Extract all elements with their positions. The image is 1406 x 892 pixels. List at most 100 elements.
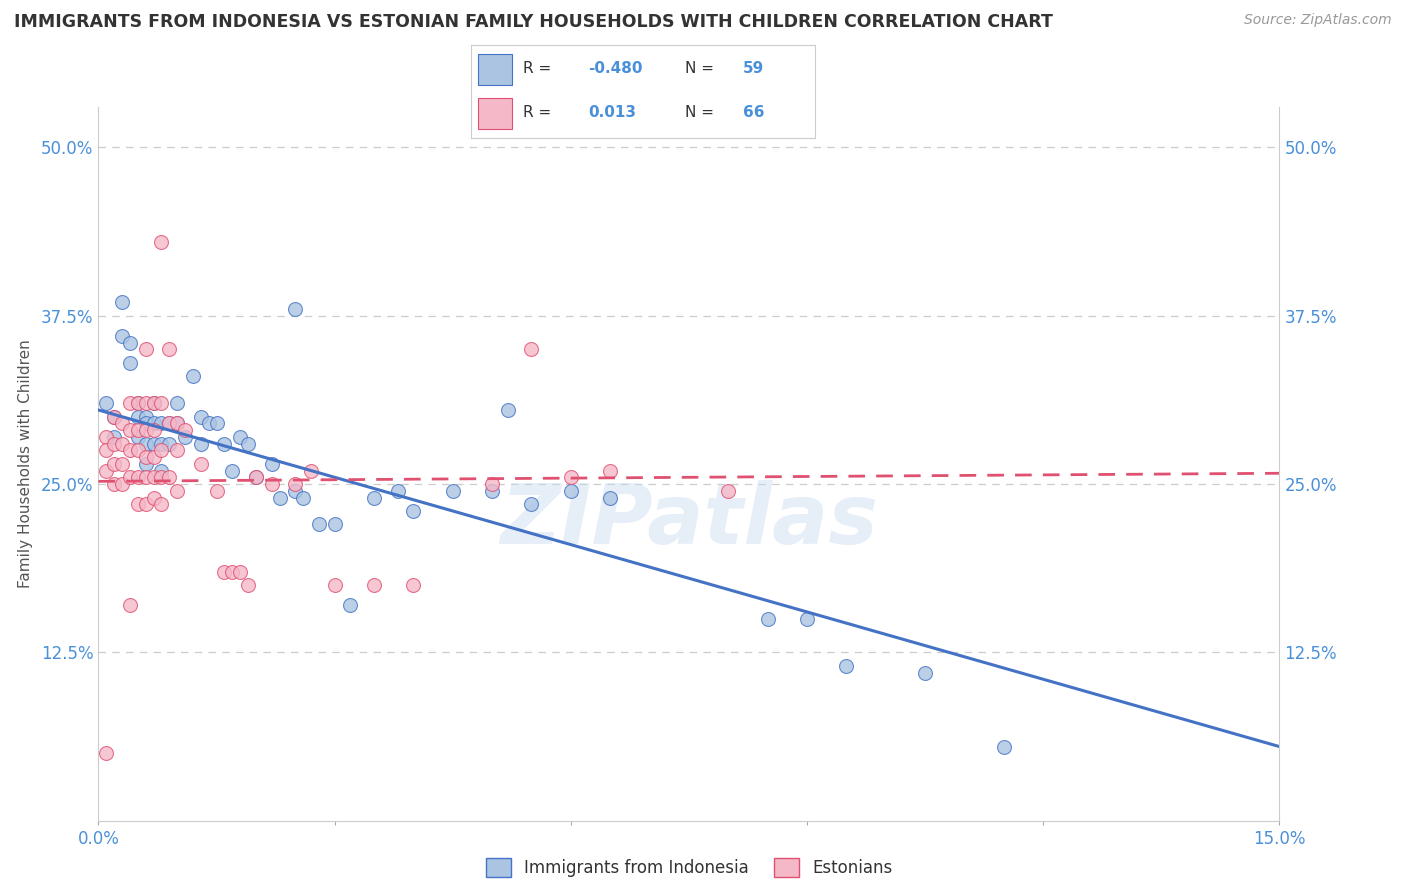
Point [284,483,307,498]
Point [150,470,173,484]
Point [135,396,157,410]
Bar [478,98,512,129]
Point [127,409,149,424]
Text: ZIPatlas: ZIPatlas [501,481,877,561]
Point [135,457,157,471]
Point [142,417,165,431]
Point [150,436,173,450]
Point [96,443,118,458]
Point [150,235,173,249]
Point [150,443,173,458]
Point [181,369,204,384]
Text: N =: N = [685,62,714,77]
Y-axis label: Family Households with Children: Family Households with Children [18,340,32,588]
Point [127,396,149,410]
Point [127,497,149,511]
Point [166,483,188,498]
Point [135,450,157,464]
Point [520,343,543,357]
Point [118,335,141,350]
Point [190,457,212,471]
Point [402,578,425,592]
Point [103,430,125,444]
Point [103,457,125,471]
Text: R =: R = [523,62,551,77]
Bar [478,54,512,85]
Point [127,396,149,410]
Point [190,436,212,450]
Point [127,423,149,437]
Point [142,396,165,410]
Point [496,403,519,417]
Point [103,409,125,424]
Point [717,483,740,498]
Point [481,483,503,498]
Point [221,464,243,478]
Point [96,464,118,478]
Point [481,477,503,491]
Point [127,443,149,458]
Point [236,436,259,450]
Point [205,417,228,431]
Text: 66: 66 [744,105,765,120]
Point [103,409,125,424]
Point [284,477,307,491]
Point [221,565,243,579]
Point [292,491,315,505]
Point [111,295,134,310]
Point [245,470,267,484]
Point [135,417,157,431]
Point [142,396,165,410]
Point [166,396,188,410]
Point [174,430,197,444]
Point [135,423,157,437]
Point [166,443,188,458]
Point [142,491,165,505]
Point [166,417,188,431]
Point [993,739,1015,754]
Point [387,483,409,498]
Point [520,497,543,511]
Point [229,565,252,579]
Point [308,517,330,532]
Point [560,470,582,484]
Text: IMMIGRANTS FROM INDONESIA VS ESTONIAN FAMILY HOUSEHOLDS WITH CHILDREN CORRELATIO: IMMIGRANTS FROM INDONESIA VS ESTONIAN FA… [14,13,1053,31]
Point [284,301,307,316]
Legend: Immigrants from Indonesia, Estonians: Immigrants from Indonesia, Estonians [479,852,898,884]
Point [214,565,236,579]
Point [214,436,236,450]
Point [166,417,188,431]
Point [205,483,228,498]
Text: 0.013: 0.013 [588,105,636,120]
Point [402,504,425,518]
Point [142,436,165,450]
Text: R =: R = [523,105,551,120]
Point [118,443,141,458]
Point [796,612,818,626]
Point [150,417,173,431]
Point [599,491,621,505]
Point [323,578,346,592]
Point [157,343,180,357]
Point [157,436,180,450]
Point [835,658,858,673]
Point [142,423,165,437]
Point [245,470,267,484]
Point [111,436,134,450]
Point [135,343,157,357]
Point [236,578,259,592]
Point [299,464,322,478]
Text: N =: N = [685,105,714,120]
Point [111,477,134,491]
Point [157,417,180,431]
Point [135,436,157,450]
Point [111,457,134,471]
Point [96,430,118,444]
Text: Source: ZipAtlas.com: Source: ZipAtlas.com [1244,13,1392,28]
Point [599,464,621,478]
Point [229,430,252,444]
Point [118,423,141,437]
Point [127,430,149,444]
Point [157,470,180,484]
Point [96,747,118,761]
